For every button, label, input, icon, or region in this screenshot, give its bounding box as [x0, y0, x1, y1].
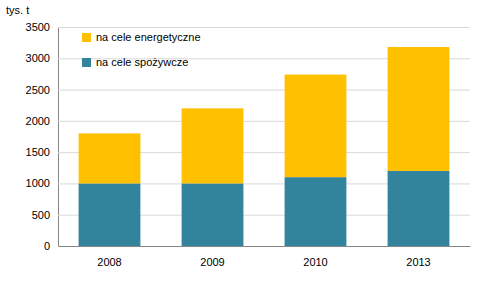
x-tick-label: 2013	[406, 256, 430, 268]
bar-segment	[79, 183, 141, 246]
y-tick-label: 2000	[26, 115, 50, 127]
y-tick: 3500	[26, 21, 470, 33]
x-tick-label: 2009	[200, 256, 224, 268]
x-axis: 2008 2009 2010 2013	[59, 246, 471, 268]
y-tick-label: 500	[32, 209, 50, 221]
y-axis: 0 500 1000 1500 2000 2500 3000 3500	[26, 21, 470, 252]
y-tick-label: 1000	[26, 177, 50, 189]
y-tick-label: 3000	[26, 52, 50, 64]
bar-segment	[388, 47, 450, 171]
plot: 0 500 1000 1500 2000 2500 3000 3500 2008 2009 2010…	[26, 21, 471, 268]
legend-item: na cele spożywcze	[82, 56, 188, 68]
legend-label: na cele energetyczne	[96, 31, 201, 43]
x-tick: 2008	[97, 246, 121, 268]
legend-swatch	[82, 33, 91, 42]
x-tick: 2010	[303, 246, 327, 268]
legend-swatch	[82, 58, 91, 67]
chart: 0 500 1000 1500 2000 2500 3000 3500 2008 2009 2010…	[0, 0, 482, 290]
y-tick-label: 2500	[26, 84, 50, 96]
legend-label: na cele spożywcze	[96, 56, 188, 68]
bar-segment	[79, 133, 141, 183]
bar-segment	[182, 108, 244, 183]
grid-line	[58, 246, 470, 247]
bars	[79, 47, 450, 246]
y-tick-label: 0	[44, 240, 50, 252]
x-axis-line	[59, 246, 471, 247]
x-tick: 2013	[406, 246, 430, 268]
y-axis-line	[59, 28, 471, 247]
bar-segment	[182, 183, 244, 246]
grid-line	[58, 27, 470, 28]
bar-segment	[388, 171, 450, 246]
legend-item: na cele energetyczne	[82, 31, 201, 43]
legend: na cele energetyczne na cele spożywcze	[82, 31, 201, 68]
y-axis-label: tys. t	[6, 4, 29, 16]
x-tick: 2009	[200, 246, 224, 268]
x-tick-label: 2008	[97, 256, 121, 268]
y-tick-label: 3500	[26, 21, 50, 33]
y-tick-label: 1500	[26, 146, 50, 158]
bar-segment	[285, 177, 347, 246]
bar-segment	[285, 75, 347, 178]
x-tick-label: 2010	[303, 256, 327, 268]
